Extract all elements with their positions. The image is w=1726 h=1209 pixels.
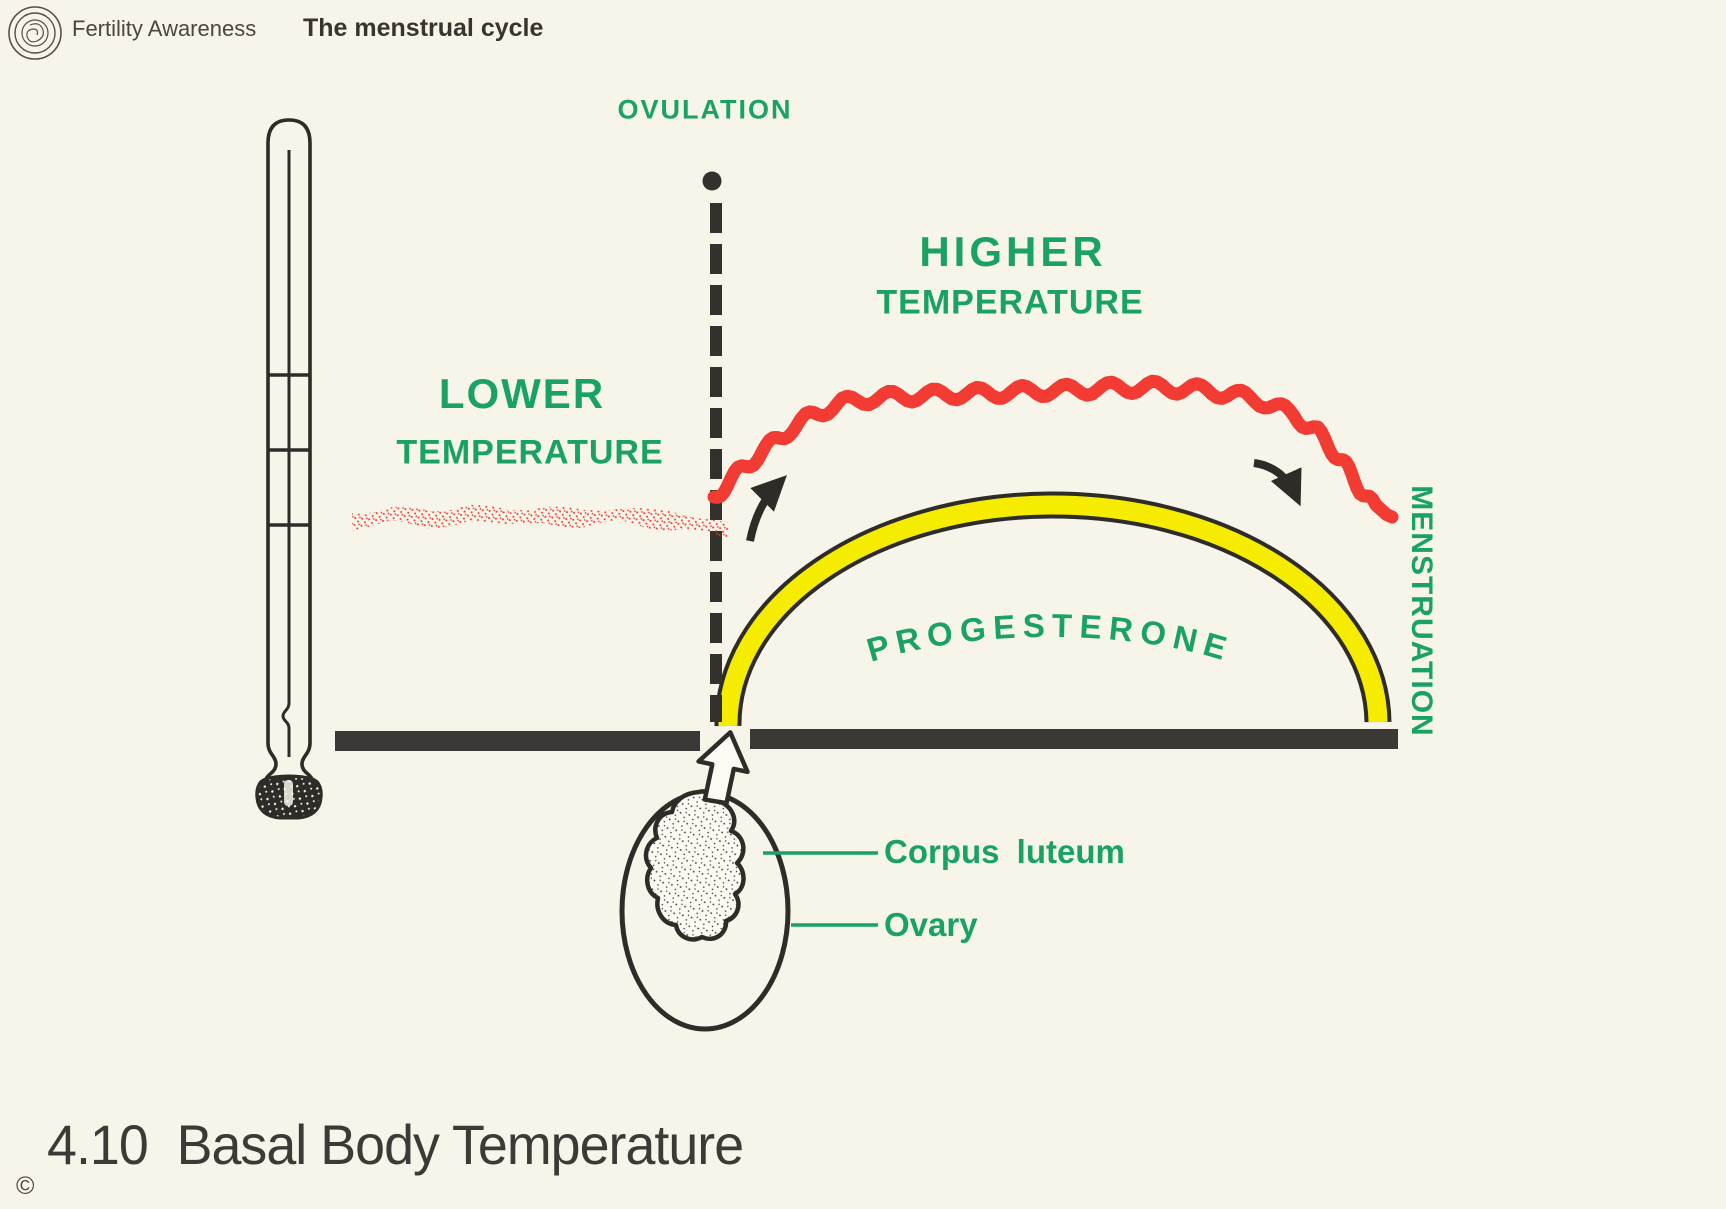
thermometer bbox=[257, 120, 321, 818]
menstruation-label: MENSTRUATION bbox=[1404, 485, 1438, 736]
figure-caption: 4.10 Basal Body Temperature bbox=[47, 1112, 743, 1177]
temperature-fall-arrow bbox=[1254, 463, 1296, 496]
higher-temperature-label: TEMPERATURE bbox=[876, 284, 1143, 323]
ovary-label: Ovary bbox=[884, 906, 978, 944]
header: Fertility Awareness The menstrual cycle bbox=[0, 0, 1726, 64]
lower-temperature-stippled-curve bbox=[352, 505, 728, 540]
baseline-bar bbox=[335, 729, 1398, 751]
page-title: The menstrual cycle bbox=[303, 14, 543, 43]
progesterone-label: PROGESTERONE bbox=[863, 607, 1238, 669]
figure-title: Basal Body Temperature bbox=[177, 1112, 744, 1177]
fertility-awareness-logo bbox=[6, 3, 64, 61]
slide: PROGESTERONE Fertility Awareness The men… bbox=[0, 0, 1726, 1209]
corpus-luteum-label: Corpus luteum bbox=[884, 833, 1125, 871]
ovulation-dot bbox=[703, 172, 722, 191]
lower-temperature-label: TEMPERATURE bbox=[396, 434, 663, 473]
ovulation-dashed-line bbox=[703, 172, 722, 723]
temperature-rise-arrow bbox=[750, 483, 779, 541]
lower-label: LOWER bbox=[439, 370, 605, 418]
copyright-mark: © bbox=[16, 1172, 34, 1201]
brand-name: Fertility Awareness bbox=[72, 16, 256, 42]
higher-label: HIGHER bbox=[919, 228, 1106, 276]
diagram-artwork: PROGESTERONE bbox=[0, 0, 1726, 1209]
ovulation-label: OVULATION bbox=[618, 95, 793, 126]
figure-number: 4.10 bbox=[47, 1112, 148, 1177]
ovary-illustration bbox=[622, 727, 878, 1029]
